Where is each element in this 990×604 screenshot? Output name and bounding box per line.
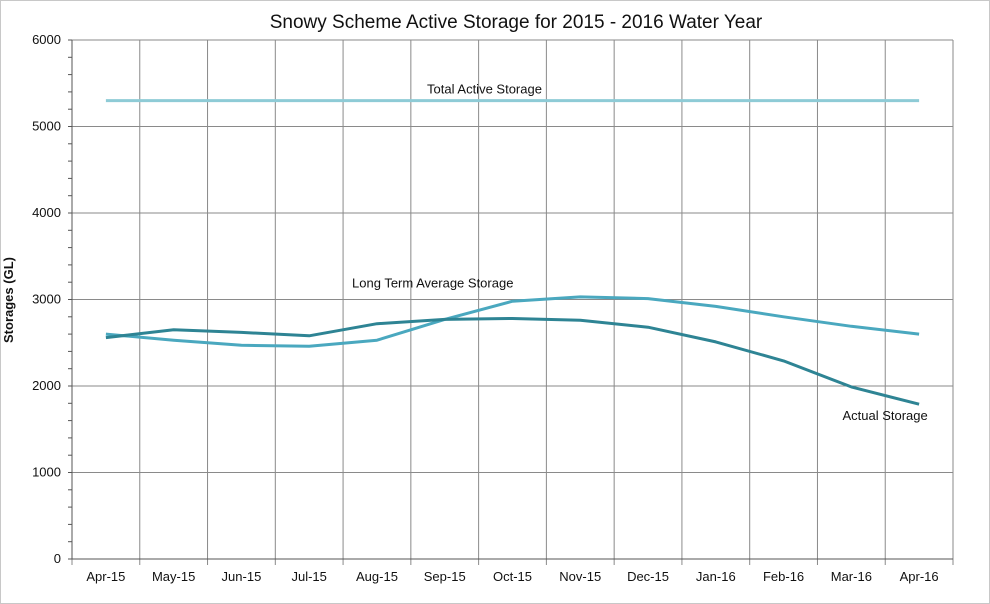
x-tick-label: Dec-15 bbox=[627, 569, 669, 584]
x-tick-label: Jan-16 bbox=[696, 569, 736, 584]
x-tick-label: Mar-16 bbox=[831, 569, 872, 584]
y-tick-label: 1000 bbox=[32, 465, 61, 480]
series-annotations: Total Active Storage Long Term Average St… bbox=[352, 82, 928, 424]
x-tick-label: Nov-15 bbox=[559, 569, 601, 584]
x-tick-label: May-15 bbox=[152, 569, 195, 584]
x-tick-label: Apr-15 bbox=[86, 569, 125, 584]
y-tick-label: 2000 bbox=[32, 378, 61, 393]
series-annotation: Long Term Average Storage bbox=[352, 276, 513, 291]
series-annotation: Actual Storage bbox=[842, 408, 927, 423]
series-line-1 bbox=[105, 295, 920, 348]
series-line-2 bbox=[105, 317, 920, 406]
y-tick-label: 3000 bbox=[32, 292, 61, 307]
chart-title: Snowy Scheme Active Storage for 2015 - 2… bbox=[270, 12, 763, 33]
x-tick-label: Apr-16 bbox=[900, 569, 939, 584]
x-tick-label: Jun-15 bbox=[222, 569, 262, 584]
series-annotation: Total Active Storage bbox=[427, 82, 542, 97]
y-tick-label: 4000 bbox=[32, 205, 61, 220]
x-tick-label: Oct-15 bbox=[493, 569, 532, 584]
axes bbox=[68, 39, 953, 560]
x-tick-label: Feb-16 bbox=[763, 569, 804, 584]
x-tick-label: Jul-15 bbox=[291, 569, 326, 584]
y-tick-label: 5000 bbox=[32, 119, 61, 134]
tick-labels: 0 1000 2000 3000 4000 5000 6000 Apr-15 May-15 Jun… bbox=[32, 32, 939, 584]
series-lines bbox=[105, 99, 920, 406]
x-tick-label: Sep-15 bbox=[424, 569, 466, 584]
x-tick-label: Aug-15 bbox=[356, 569, 398, 584]
y-axis-label: Storages (GL) bbox=[1, 257, 16, 343]
y-tick-label: 0 bbox=[54, 551, 61, 566]
y-tick-label: 6000 bbox=[32, 32, 61, 47]
